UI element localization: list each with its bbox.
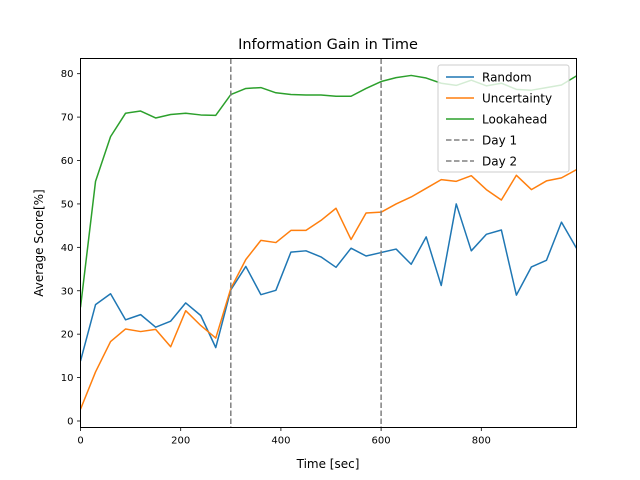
series-line-uncertainty <box>80 168 577 410</box>
legend-label: Lookahead <box>482 113 547 127</box>
y-tick-label: 70 <box>61 113 74 124</box>
legend-label: Uncertainty <box>482 92 552 106</box>
x-tick-label: 200 <box>171 436 190 447</box>
chart-title: Information Gain in Time <box>238 37 418 53</box>
legend: Random Uncertainty Lookahead Day 1 Day 2 <box>437 64 570 173</box>
legend-box <box>437 64 570 173</box>
series-line-random <box>80 203 577 362</box>
legend-label: Random <box>482 71 532 85</box>
legend-label: Day 1 <box>482 134 517 148</box>
legend-label: Day 2 <box>482 155 517 169</box>
y-tick-label: 80 <box>61 69 74 80</box>
y-tick-label: 50 <box>61 199 74 210</box>
x-tick-label: 400 <box>271 436 290 447</box>
x-tick-label: 600 <box>372 436 391 447</box>
y-tick-label: 20 <box>61 330 74 341</box>
x-tick-label: 800 <box>472 436 491 447</box>
y-tick-label: 10 <box>61 373 74 384</box>
y-axis-label: Average Score[%] <box>32 189 46 296</box>
y-tick-label: 0 <box>67 416 73 427</box>
y-tick-label: 40 <box>61 243 74 254</box>
x-axis-label: Time [sec] <box>296 457 360 471</box>
y-tick-label: 30 <box>61 286 74 297</box>
y-tick-label: 60 <box>61 156 74 167</box>
x-tick-label: 0 <box>77 436 83 447</box>
plot-frame <box>80 58 577 428</box>
